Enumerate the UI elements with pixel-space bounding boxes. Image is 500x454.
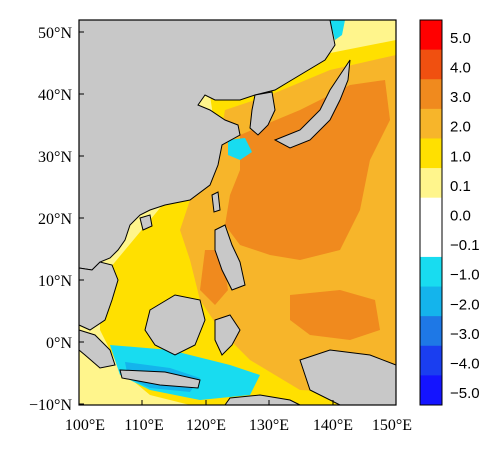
colorbar-frame [419,19,443,406]
land-indochina [78,261,119,331]
map-panel [78,19,397,406]
x-tick-label: 150°E [372,417,412,434]
land-sumatra [78,329,116,369]
y-axis: 50°N 40°N 30°N 20°N 10°N 0°N −10°N [29,25,84,414]
colorbar-label: −2.0 [450,296,480,313]
x-tick-label: 140°E [313,417,353,434]
land-borneo [144,294,206,356]
colorbar-label: 4.0 [450,59,471,76]
colorbar-swatch [420,316,442,347]
colorbar-swatch [420,256,442,288]
colorbar-swatch [420,79,442,110]
y-tick-label: 50°N [38,25,72,42]
map-frame [78,19,397,406]
colorbar-swatch [420,138,442,169]
y-tick-label: 0°N [46,335,72,352]
x-tick-label: 130°E [249,417,289,434]
colorbar-label: 3.0 [450,89,471,106]
colorbar-swatch [420,345,442,376]
colorbar-label: −4.0 [450,356,480,373]
colorbar-swatch [420,197,442,228]
colorbar-label: −1.0 [450,267,480,284]
y-tick-label: −10°N [29,397,72,414]
y-tick-label: 20°N [38,211,72,228]
anomaly-cyan-region-yellowsea [228,138,252,160]
colorbar-label: 5.0 [450,30,471,47]
colorbar-swatch [420,286,442,317]
land-taiwan [211,191,221,213]
land-hainan [139,214,153,231]
y-tick-label: 40°N [38,87,72,104]
land-sulawesi [214,314,241,356]
land-asia-mainland [78,19,336,271]
land-java [119,369,201,389]
x-axis: 100°E 110°E 120°E 130°E 140°E 150°E [65,400,412,434]
colorbar-swatch [420,375,442,406]
colorbar: 5.0 4.0 3.0 2.0 1.0 0.1 0.0 −0.1 −1.0 −2.0 −3.0 −4.… [419,19,480,406]
colorbar-label: −0.1 [450,237,480,254]
y-tick-label: 10°N [38,273,72,290]
colorbar-label: −3.0 [450,326,480,343]
colorbar-label: 1.0 [450,148,471,165]
land-australia-north [224,394,301,406]
x-tick-label: 100°E [65,417,105,434]
anomaly-cyan-region-north [330,20,345,40]
colorbar-swatch [420,108,442,139]
x-tick-label: 120°E [186,417,226,434]
colorbar-swatch [420,168,442,199]
colorbar-swatch [420,227,442,258]
colorbar-label: 2.0 [450,119,471,136]
land-philippines [214,224,246,291]
land-japan [273,59,351,149]
anomaly-orange-region-south [290,290,380,340]
colorbar-label: −5.0 [450,385,480,402]
colorbar-swatch [420,20,442,51]
y-tick-label: 30°N [38,149,72,166]
x-tick-label: 110°E [124,417,164,434]
land-korea [249,91,276,136]
colorbar-label: 0.0 [450,208,471,225]
colorbar-swatch [420,49,442,80]
colorbar-label: 0.1 [450,178,471,195]
